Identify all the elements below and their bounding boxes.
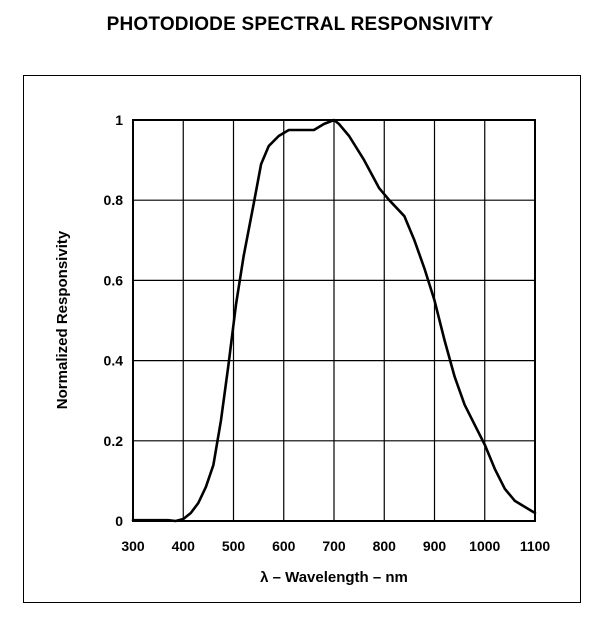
series	[131, 118, 537, 523]
grid	[132, 119, 536, 522]
y-tick-label: 0.6	[104, 272, 124, 288]
y-tick-label: 0	[115, 513, 123, 529]
tick-labels: 300 400 500 600 700 800 900 1000 1100 0 0.2 0.4 0.6 0…	[104, 112, 551, 554]
x-tick-label: 700	[322, 538, 346, 554]
y-axis-label: Normalized Responsivity	[54, 230, 71, 409]
x-tick-label: 900	[423, 538, 447, 554]
y-tick-label: 0.2	[104, 433, 124, 449]
x-tick-label: 1100	[520, 538, 551, 554]
x-tick-label: 1000	[469, 538, 500, 554]
y-tick-label: 0.4	[104, 353, 124, 369]
x-axis-label: λ – Wavelength – nm	[260, 569, 408, 586]
chart-frame	[23, 75, 581, 603]
x-tick-label: 500	[222, 538, 246, 554]
x-tick-label: 300	[121, 538, 145, 554]
x-tick-label: 400	[172, 538, 196, 554]
chart-title: PHOTODIODE SPECTRAL RESPONSIVITY	[106, 14, 494, 35]
x-tick-label: 600	[272, 538, 296, 554]
y-tick-label: 1	[115, 112, 123, 128]
x-tick-label: 800	[373, 538, 397, 554]
responsivity-curve	[131, 118, 537, 523]
y-tick-label: 0.8	[104, 192, 124, 208]
